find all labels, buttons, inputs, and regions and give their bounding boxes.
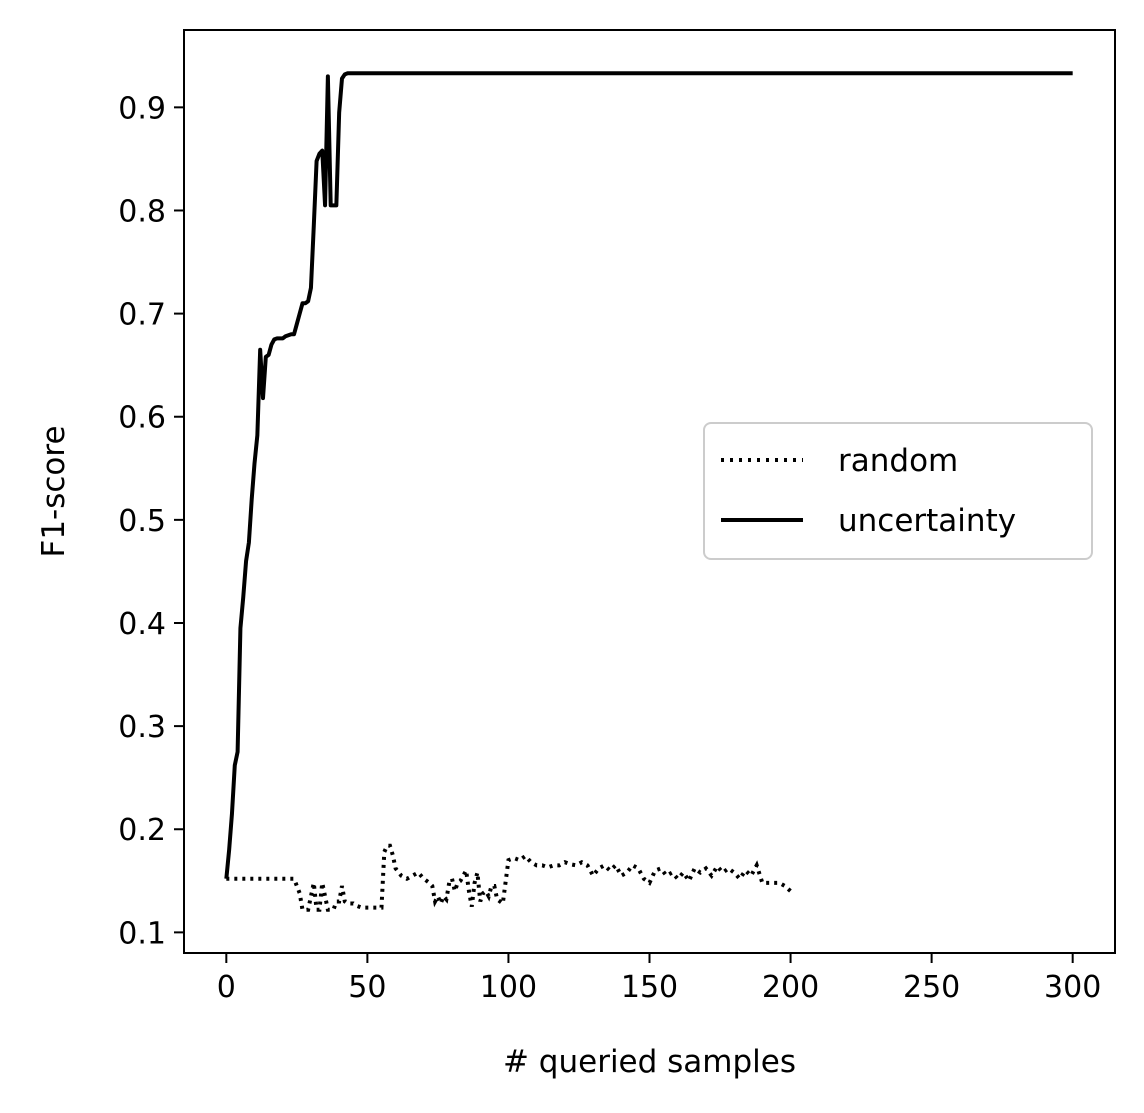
y-tick-label: 0.8	[118, 194, 166, 229]
y-tick-label: 0.6	[118, 401, 166, 436]
y-tick-label: 0.3	[118, 710, 166, 745]
x-tick-label: 300	[1044, 970, 1101, 1005]
x-tick-label: 150	[621, 970, 678, 1005]
x-tick-label: 100	[480, 970, 537, 1005]
y-tick-label: 0.2	[118, 813, 166, 848]
x-tick-label: 200	[762, 970, 819, 1005]
legend-box	[703, 422, 1093, 560]
x-tick-label: 50	[348, 970, 386, 1005]
y-axis-label: F1-score	[36, 425, 72, 557]
y-tick-label: 0.1	[118, 916, 166, 951]
x-axis-label: # queried samples	[503, 1044, 796, 1080]
legend-label-uncertainty: uncertainty	[838, 503, 1016, 539]
y-tick-label: 0.9	[118, 91, 166, 126]
legend-label-random: random	[838, 443, 958, 479]
x-tick-label: 0	[217, 970, 236, 1005]
series-line-random	[226, 843, 792, 912]
x-axis-ticks: 0 50 100 150 200 250 300	[217, 953, 1101, 1005]
y-tick-label: 0.4	[118, 607, 166, 642]
y-tick-label: 0.5	[118, 504, 166, 539]
series-line-uncertainty	[224, 71, 1073, 879]
legend: random uncertainty	[703, 422, 1093, 560]
y-tick-label: 0.7	[118, 298, 166, 333]
series-layer	[224, 71, 1073, 912]
y-axis-ticks: 0.1 0.2 0.3 0.4 0.5 0.6 0.7 0.8 0.9	[118, 91, 184, 951]
x-tick-label: 250	[903, 970, 960, 1005]
